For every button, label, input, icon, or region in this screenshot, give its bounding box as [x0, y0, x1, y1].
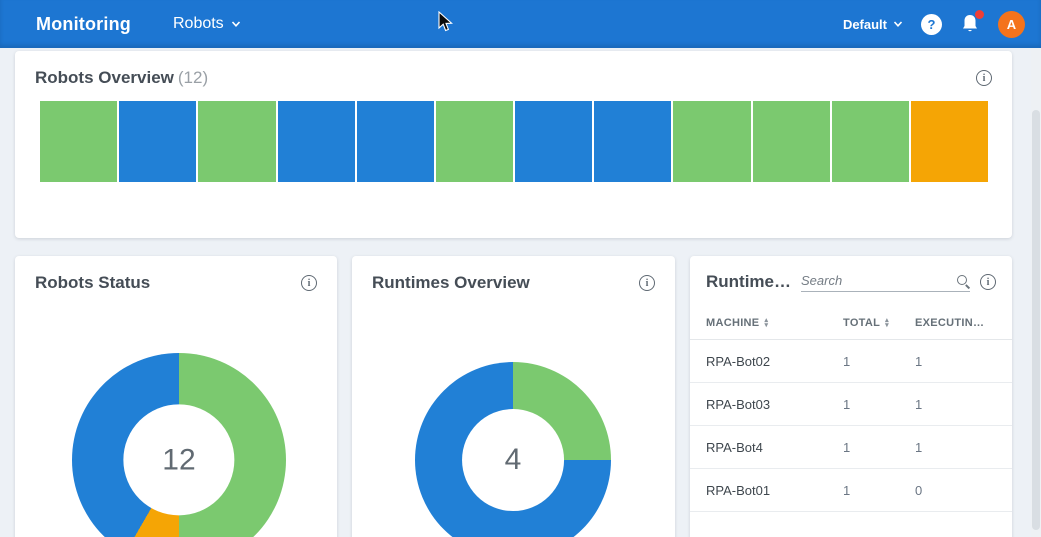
donut-hole: 4: [462, 409, 564, 511]
robots-overview-card: Robots Overview (12) i: [15, 51, 1012, 238]
nav-menu-label: Robots: [172, 15, 224, 32]
robot-tile-green[interactable]: [40, 101, 118, 182]
donut-hole: 12: [123, 404, 235, 516]
app-title-monitoring[interactable]: Monitoring: [36, 13, 131, 34]
robot-tile-blue[interactable]: [594, 101, 672, 182]
cell-executing: 1: [915, 353, 923, 369]
sort-icon: ▴ ▾: [764, 316, 769, 329]
robot-tile-blue[interactable]: [277, 101, 355, 182]
table-row[interactable]: RPA-Bot4 1 1: [690, 426, 1012, 469]
robot-tile-green[interactable]: [673, 101, 751, 182]
column-header-executing[interactable]: EXECUTIN…: [915, 317, 996, 329]
cell-total: 1: [843, 439, 851, 455]
cell-total: 1: [843, 482, 851, 498]
robots-overview-tiles: [40, 101, 989, 182]
runtimes-table-header: MACHINE ▴ ▾ TOTAL ▴ ▾ EXECUTIN…: [690, 306, 1012, 340]
info-icon[interactable]: i: [980, 274, 996, 290]
robot-tile-blue[interactable]: [356, 101, 434, 182]
nav-menu-robots[interactable]: Robots: [173, 15, 241, 33]
robots-overview-count: (12): [177, 68, 209, 87]
table-row[interactable]: RPA-Bot01 1 0: [690, 469, 1012, 512]
chevron-down-icon: [231, 21, 240, 27]
top-navbar: Monitoring Robots Default ? A: [0, 0, 1041, 48]
search-input[interactable]: [801, 272, 950, 288]
tenant-dropdown[interactable]: Default: [843, 17, 903, 32]
notifications-button[interactable]: [960, 10, 984, 35]
column-label: MACHINE: [706, 316, 760, 329]
robot-tile-blue[interactable]: [119, 101, 197, 182]
runtimes-overview-total: 4: [504, 443, 522, 476]
cell-machine: RPA-Bot01: [706, 482, 771, 498]
column-header-total[interactable]: TOTAL ▴ ▾: [843, 317, 915, 329]
robots-overview-title: Robots Overview (12): [35, 68, 208, 88]
navbar-right-cluster: Default ? A: [843, 10, 1025, 38]
robots-status-card: Robots Status i 12: [15, 256, 337, 537]
cell-machine: RPA-Bot4: [706, 439, 763, 455]
help-glyph: ?: [927, 16, 936, 32]
sort-icon: ▴ ▾: [885, 316, 889, 329]
runtimes-table-title: Runtime…: [706, 272, 791, 291]
info-icon[interactable]: i: [639, 275, 655, 291]
robots-status-total: 12: [162, 442, 196, 476]
avatar-initial: A: [1006, 16, 1017, 32]
robot-tile-orange[interactable]: [910, 101, 989, 182]
robot-tile-green[interactable]: [831, 101, 909, 182]
cell-total: 1: [843, 353, 851, 369]
robot-tile-green[interactable]: [752, 101, 830, 182]
info-icon[interactable]: i: [301, 275, 317, 291]
runtimes-table-card: Runtime… i MACHINE ▴▾ TOTAL ▴▾ EXECUTIN……: [690, 256, 1012, 537]
notification-badge: [975, 10, 984, 19]
cell-executing: 1: [915, 439, 923, 455]
cell-machine: RPA-Bot03: [706, 396, 771, 412]
search-icon[interactable]: [956, 274, 970, 288]
runtimes-overview-donut-chart[interactable]: 4: [415, 362, 611, 537]
robot-tile-blue[interactable]: [515, 101, 593, 182]
cell-executing: 1: [915, 396, 923, 412]
runtimes-table: MACHINE ▴ ▾ TOTAL ▴ ▾ EXECUTIN… RPA-Bot02 1…: [690, 306, 1012, 512]
search-field: [801, 272, 970, 292]
cell-machine: RPA-Bot02: [706, 353, 771, 369]
cell-executing: 0: [915, 482, 923, 498]
help-icon[interactable]: ?: [921, 13, 942, 35]
robot-tile-green[interactable]: [198, 101, 276, 182]
runtimes-overview-card: Runtimes Overview i 4: [352, 256, 675, 537]
robot-tile-green[interactable]: [435, 101, 514, 182]
table-row[interactable]: RPA-Bot03 1 1: [690, 383, 1012, 426]
tenant-label: Default: [842, 16, 887, 32]
column-header-machine[interactable]: MACHINE ▴ ▾: [706, 317, 843, 329]
chevron-down-icon: [893, 21, 903, 27]
table-row[interactable]: RPA-Bot02 1 1: [690, 340, 1012, 383]
info-icon[interactable]: i: [976, 70, 992, 86]
bell-icon: [963, 15, 977, 32]
robots-status-donut-chart[interactable]: 12: [72, 353, 286, 537]
robots-status-title: Robots Status: [35, 273, 151, 292]
scrollbar-thumb[interactable]: [1032, 110, 1040, 530]
scrollbar-track: [1031, 48, 1041, 537]
robots-overview-title-text: Robots Overview: [35, 68, 174, 87]
column-label: TOTAL: [843, 316, 881, 329]
cell-total: 1: [843, 396, 851, 412]
runtimes-overview-title: Runtimes Overview: [372, 273, 530, 292]
column-label: EXECUTIN…: [915, 316, 985, 329]
runtimes-table-body: RPA-Bot02 1 1 RPA-Bot03 1 1 RPA-Bot4 1 1 RPA-Bot0…: [690, 340, 1012, 512]
user-avatar[interactable]: A: [998, 10, 1025, 38]
